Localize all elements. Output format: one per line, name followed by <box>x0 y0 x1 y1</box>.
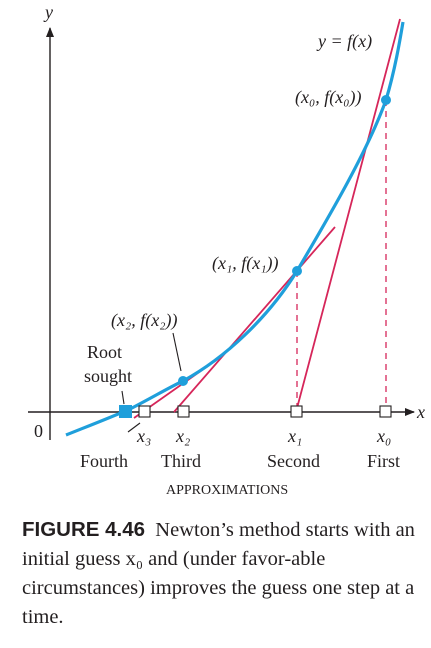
approx-marker-x1 <box>290 405 303 418</box>
tick-label-x0: x₀ <box>376 426 391 446</box>
point-label-x1: (x₁, f(x₁)) <box>212 253 278 274</box>
point-label-x0: (x₀, f(x₀)) <box>295 87 361 108</box>
pointer-x3 <box>127 422 141 433</box>
point-x1 <box>292 266 302 276</box>
point-label-x2: (x₂, f(x₂)) <box>111 310 177 331</box>
approximations-heading: APPROXIMATIONS <box>166 483 288 498</box>
point-x2 <box>178 376 188 386</box>
x-axis-label: x <box>416 402 425 422</box>
root-label-line1: Root <box>87 342 122 362</box>
pointer-root <box>121 390 125 405</box>
approx-label-fourth: Fourth <box>80 451 128 471</box>
root-label-line2: sought <box>84 366 132 386</box>
caption-text: Newton’s method starts with an initial g… <box>22 519 415 628</box>
approx-label-first: First <box>367 451 400 471</box>
tangent-line-at-x0 <box>295 18 401 413</box>
approx-marker-x2 <box>177 405 190 418</box>
root-marker <box>119 405 132 418</box>
tick-label-x2: x₂ <box>175 426 190 446</box>
approx-marker-x0 <box>379 405 392 418</box>
curve-label: y = f(x) <box>316 31 372 52</box>
approx-marker-x3 <box>138 405 151 418</box>
approx-label-third: Third <box>161 451 201 471</box>
figure-label: FIGURE 4.46 <box>22 518 146 541</box>
tangent-line-at-x1 <box>173 226 336 413</box>
y-axis-label: y <box>43 2 53 22</box>
tick-label-x3: x₃ <box>136 426 151 446</box>
approx-label-second: Second <box>267 451 320 471</box>
origin-label: 0 <box>34 421 43 441</box>
point-x0 <box>381 95 391 105</box>
tick-label-x1: x₁ <box>287 426 302 446</box>
pointer-p2 <box>172 332 182 372</box>
figure-caption: FIGURE 4.46 Newton’s method starts with … <box>22 515 422 632</box>
